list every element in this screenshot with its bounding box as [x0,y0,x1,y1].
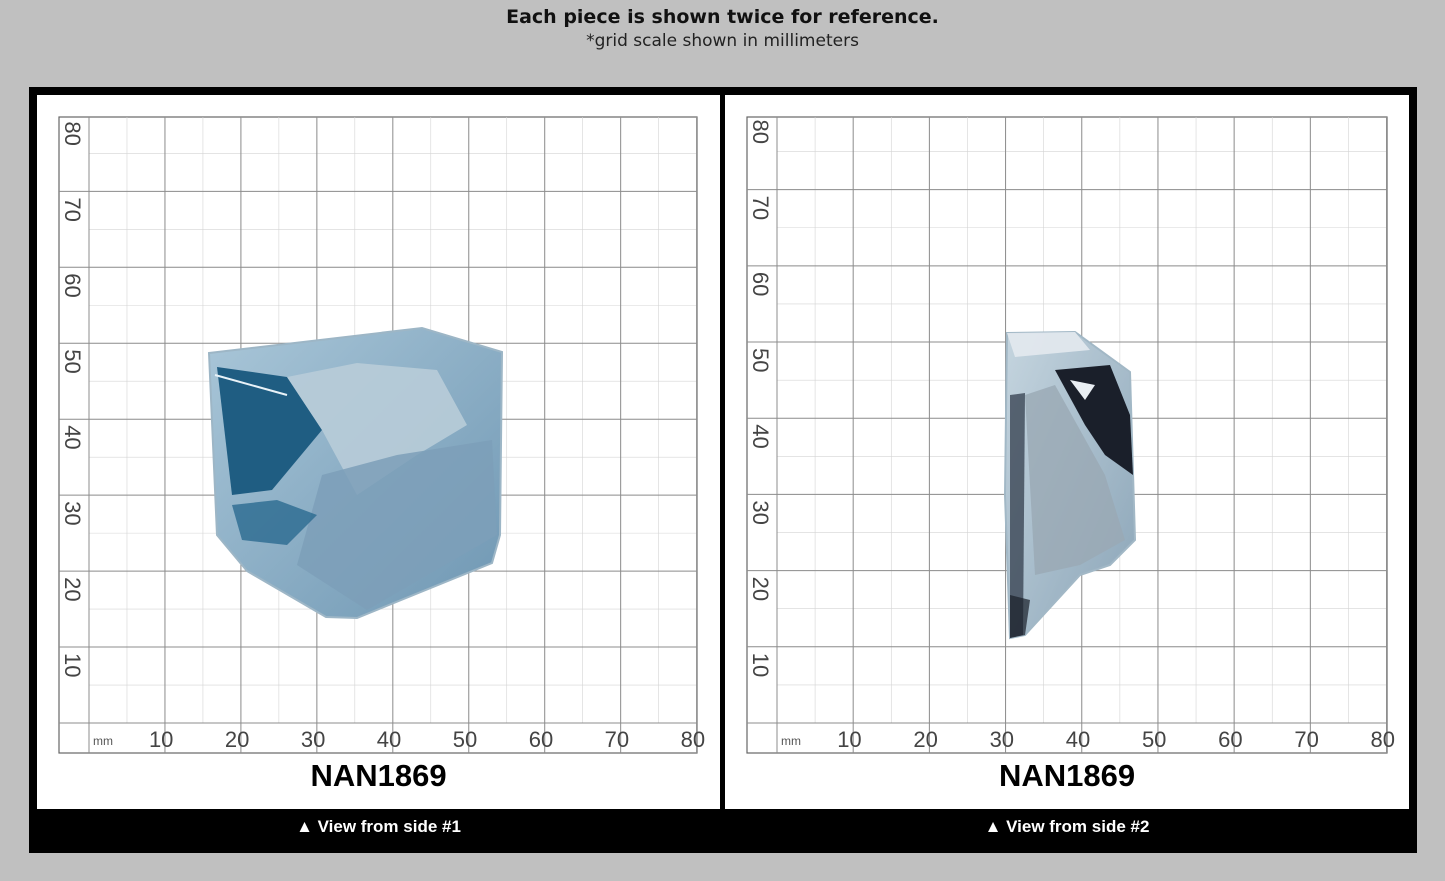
y-tick-label: 30 [60,501,85,525]
y-tick-label: 20 [748,577,773,601]
grid-photo-side-1: mm 10 20 30 40 50 60 70 80 80 70 60 50 40 30 20 10 [58,116,705,754]
y-tick-label: 50 [60,349,85,373]
x-tick-label: 20 [225,727,249,752]
view-caption-side-2: ▲ View from side #2 [984,817,1150,836]
y-tick-label: 60 [748,272,773,296]
x-tick-label: 70 [1294,727,1318,752]
y-tick-label: 80 [748,119,773,143]
view-panel-side-1: mm 10 20 30 40 50 60 70 80 80 70 60 50 40 30 20 10 NAN18… [37,95,720,809]
x-tick-label: 40 [377,727,401,752]
x-tick-label: 10 [837,727,861,752]
y-tick-label: 40 [60,425,85,449]
grid-photo-side-2: mm 10 20 30 40 50 60 70 80 80 70 60 50 40 30 20 10 [746,116,1395,754]
grid-unit-label: mm [93,734,113,748]
view-caption-side-1: ▲ View from side #1 [296,817,461,836]
x-tick-label: 60 [529,727,553,752]
page-subtitle: *grid scale shown in millimeters [586,31,859,51]
y-tick-label: 20 [60,577,85,601]
sample-id-label: NAN1869 [998,758,1136,793]
x-tick-label: 60 [1218,727,1242,752]
y-tick-label: 40 [748,424,773,448]
image-frame: mm 10 20 30 40 50 60 70 80 80 70 60 50 40 30 20 10 NAN18… [29,87,1417,853]
sample-id-label: NAN1869 [310,758,447,793]
y-tick-label: 80 [60,121,85,145]
x-tick-label: 80 [681,727,705,752]
y-tick-label: 70 [748,196,773,220]
x-tick-label: 30 [301,727,325,752]
graph-paper-grid: mm 10 20 30 40 50 60 70 80 80 70 60 50 40 30 20 10 [746,116,1395,754]
y-tick-label: 10 [748,653,773,677]
stone-photo [207,326,504,620]
x-tick-label: 50 [453,727,477,752]
x-tick-label: 50 [1142,727,1166,752]
x-tick-label: 70 [605,727,629,752]
y-tick-label: 60 [60,273,85,297]
y-tick-label: 30 [748,500,773,524]
x-tick-label: 80 [1371,727,1395,752]
x-tick-label: 30 [990,727,1014,752]
view-panel-side-2: mm 10 20 30 40 50 60 70 80 80 70 60 50 40 30 20 10 NAN18… [725,95,1409,809]
y-tick-label: 70 [60,197,85,221]
y-tick-label: 50 [748,348,773,372]
stone-photo [1003,330,1137,640]
header: Each piece is shown twice for reference.… [0,0,1445,86]
page-title: Each piece is shown twice for reference. [506,6,939,28]
x-tick-label: 20 [913,727,937,752]
grid-unit-label: mm [781,734,801,748]
x-tick-label: 10 [149,727,173,752]
y-tick-label: 10 [60,653,85,677]
x-tick-label: 40 [1066,727,1090,752]
